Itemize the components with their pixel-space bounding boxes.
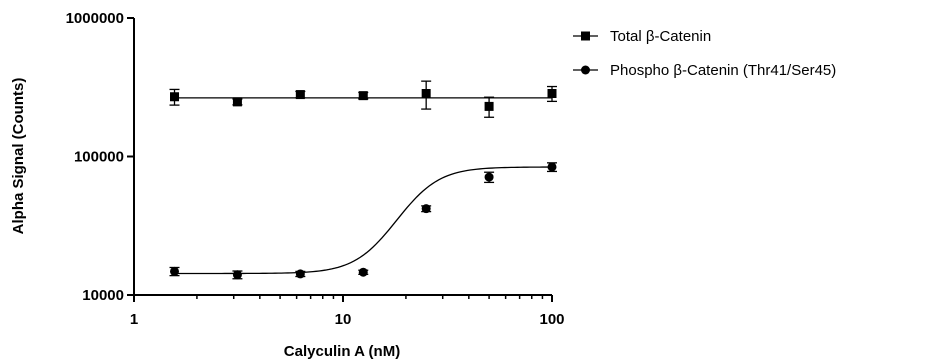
data-point-square — [170, 92, 180, 102]
y-tick-label: 10000 — [82, 287, 124, 304]
data-point-circle — [170, 266, 180, 276]
data-point-circle — [358, 267, 368, 277]
data-point-circle — [547, 162, 557, 172]
data-point-square — [484, 101, 494, 111]
data-points — [170, 89, 557, 280]
legend-marker-square — [581, 31, 590, 41]
error-bars — [169, 80, 557, 280]
data-point-square — [547, 89, 557, 99]
data-point-square — [232, 97, 242, 107]
x-tick-label: 1 — [130, 311, 138, 328]
x-tick-label: 10 — [335, 311, 352, 328]
x-axis-title: Calyculin A (nM) — [284, 343, 400, 360]
legend-marker-circle — [581, 65, 590, 75]
legend: Total β-Catenin Phospho β-Catenin (Thr41/… — [573, 28, 836, 79]
fit-curve-2 — [174, 166, 553, 275]
x-tick-label: 100 — [539, 311, 564, 328]
data-point-square — [358, 91, 368, 101]
fit-curves — [174, 97, 553, 275]
data-point-circle — [232, 270, 242, 280]
y-axis-title: Alpha Signal (Counts) — [10, 78, 27, 235]
legend-label: Total β-Catenin — [610, 28, 711, 45]
y-ticks: 10000 100000 1000000 — [66, 10, 134, 304]
data-point-circle — [421, 204, 431, 214]
data-point-circle — [484, 172, 494, 182]
y-tick-label: 1000000 — [66, 10, 124, 27]
data-point-square — [421, 89, 431, 99]
data-point-square — [295, 90, 305, 100]
data-point-circle — [295, 269, 305, 279]
y-tick-label: 100000 — [74, 149, 124, 166]
legend-label: Phospho β-Catenin (Thr41/Ser45) — [610, 62, 836, 79]
plot-area — [133, 18, 552, 296]
x-ticks: 1 10 100 — [130, 295, 565, 328]
